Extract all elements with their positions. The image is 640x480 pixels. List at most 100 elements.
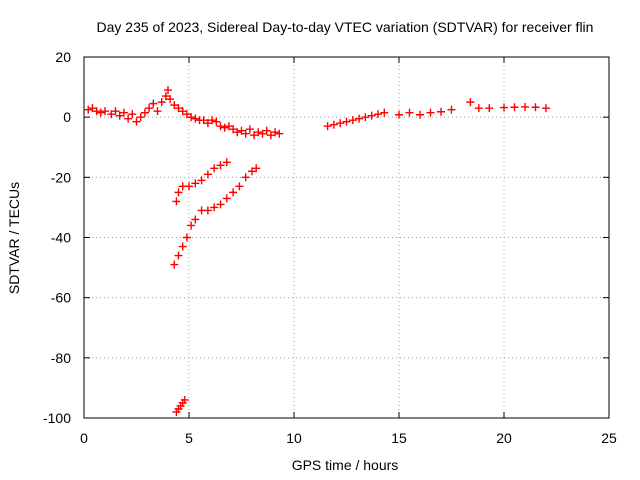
data-point — [254, 128, 263, 137]
x-tick-label: 25 — [601, 430, 617, 446]
data-point — [237, 126, 246, 135]
data-point — [510, 103, 519, 112]
data-point — [216, 122, 225, 131]
data-point — [336, 119, 345, 128]
data-point — [342, 117, 351, 126]
data-point — [222, 158, 231, 167]
data-point — [210, 203, 219, 212]
data-point — [224, 122, 233, 131]
data-point — [531, 103, 540, 112]
data-point — [447, 105, 456, 114]
x-tick-label: 5 — [185, 430, 193, 446]
data-point — [329, 120, 338, 129]
data-point — [172, 197, 181, 206]
data-point — [178, 107, 187, 116]
x-tick-label: 20 — [496, 430, 512, 446]
data-point — [216, 161, 225, 170]
data-point — [136, 113, 145, 122]
data-point — [216, 200, 225, 209]
data-point — [170, 101, 179, 110]
data-point — [115, 111, 124, 120]
x-tick-label: 10 — [286, 430, 302, 446]
y-tick-label: 20 — [55, 49, 71, 65]
data-point — [119, 108, 128, 117]
data-point — [166, 95, 175, 104]
data-point — [182, 110, 191, 119]
y-tick-label: -100 — [43, 410, 71, 426]
y-axis-label: SDTVAR / TECUs — [6, 182, 22, 294]
data-point — [180, 395, 189, 404]
data-point — [132, 117, 141, 126]
data-point — [145, 104, 154, 113]
data-point — [101, 107, 109, 116]
data-point — [245, 125, 254, 134]
data-point — [185, 182, 193, 191]
data-point — [111, 107, 120, 116]
data-point — [178, 242, 187, 251]
data-point — [250, 131, 259, 140]
data-point — [88, 104, 97, 113]
y-tick-label: -80 — [51, 350, 71, 366]
data-point — [416, 110, 424, 119]
data-point — [182, 233, 191, 242]
data-point — [235, 182, 244, 191]
data-point — [252, 164, 261, 173]
data-point — [229, 188, 238, 197]
data-point — [161, 92, 170, 101]
grid-lines — [84, 57, 609, 418]
data-point — [241, 129, 250, 138]
x-axis-label: GPS time / hours — [292, 457, 399, 473]
data-point — [191, 114, 200, 123]
data-point — [199, 116, 208, 125]
data-point — [174, 251, 183, 260]
series-outlier-cluster — [172, 395, 189, 416]
data-point — [271, 128, 280, 137]
data-point — [437, 107, 445, 116]
data-point — [405, 108, 414, 117]
data-point — [197, 176, 206, 185]
data-point — [149, 99, 158, 108]
chart-title: Day 235 of 2023, Sidereal Day-to-day VTE… — [97, 19, 594, 35]
data-point — [187, 113, 196, 122]
y-tick-label: -60 — [51, 290, 71, 306]
data-point — [355, 114, 364, 123]
data-point — [361, 113, 370, 122]
data-point — [241, 173, 250, 182]
data-point — [203, 119, 212, 128]
data-point — [426, 108, 435, 117]
data-point — [275, 129, 284, 138]
data-point — [191, 179, 200, 188]
series-main-band-early — [84, 86, 284, 140]
data-point — [233, 128, 242, 137]
plot-frame — [83, 56, 610, 419]
data-point — [542, 104, 550, 113]
data-point — [521, 102, 529, 111]
y-tick-label: 0 — [63, 109, 71, 125]
tick-labels: 0 5 10 15 20 25 -100 -80 -60 -40 -20 0 20 — [43, 49, 617, 446]
y-tick-label: -40 — [51, 230, 71, 246]
series-descending-arc-upper — [172, 158, 231, 206]
data-point — [348, 116, 357, 125]
data-point — [96, 108, 105, 117]
data-point — [174, 104, 183, 113]
series-main-band-late — [323, 98, 550, 131]
x-tick-label: 0 — [80, 430, 88, 446]
data-point — [262, 126, 271, 135]
y-tick-label: -20 — [51, 169, 71, 185]
data-point — [248, 167, 256, 176]
data-point — [222, 194, 231, 203]
axis-ticks — [83, 56, 610, 419]
data-point — [170, 260, 179, 269]
data-point — [164, 86, 172, 95]
data-point — [107, 110, 116, 119]
data-point — [208, 116, 217, 125]
data-point — [140, 108, 149, 117]
data-point — [220, 123, 229, 132]
data-point — [84, 105, 93, 114]
data-point — [380, 108, 389, 117]
data-point — [174, 188, 183, 197]
data-point — [395, 110, 403, 119]
data-point — [258, 129, 267, 138]
data-point — [266, 131, 275, 140]
data-point — [323, 122, 332, 131]
